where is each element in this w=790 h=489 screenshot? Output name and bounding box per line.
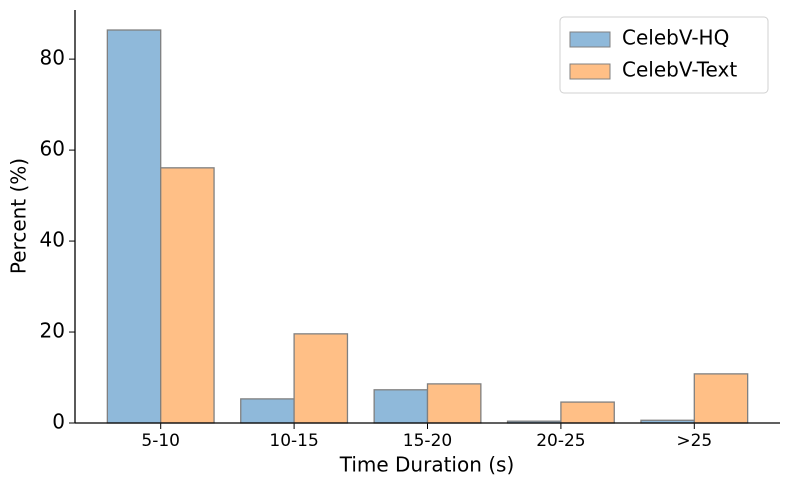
y-axis-label: Percent (%) [7,158,31,274]
bar [693,373,749,424]
bar [560,401,615,424]
legend-label: CelebV-HQ [622,26,729,50]
x-axis-label: Time Duration (s) [339,453,515,477]
y-tick-label: 40 [40,228,65,252]
x-tick-label: 15-20 [403,431,452,451]
bar [106,29,162,424]
legend-label: CelebV-Text [622,58,737,82]
y-tick-label: 60 [40,137,65,161]
x-tick-label: 20-25 [536,431,585,451]
bar [240,398,295,424]
y-tick-label: 0 [52,410,65,434]
y-tick-label: 20 [40,319,65,343]
legend-swatch [569,31,611,48]
bar [426,383,482,424]
x-tick-label: 5-10 [141,431,180,451]
x-tick-label: >25 [676,431,712,451]
y-tick-label: 80 [40,46,65,70]
legend-box [559,16,769,94]
legend-swatch [569,63,611,80]
x-tick-label: 10-15 [269,431,318,451]
bar [373,389,429,424]
bar [160,167,215,424]
bar [293,333,349,424]
